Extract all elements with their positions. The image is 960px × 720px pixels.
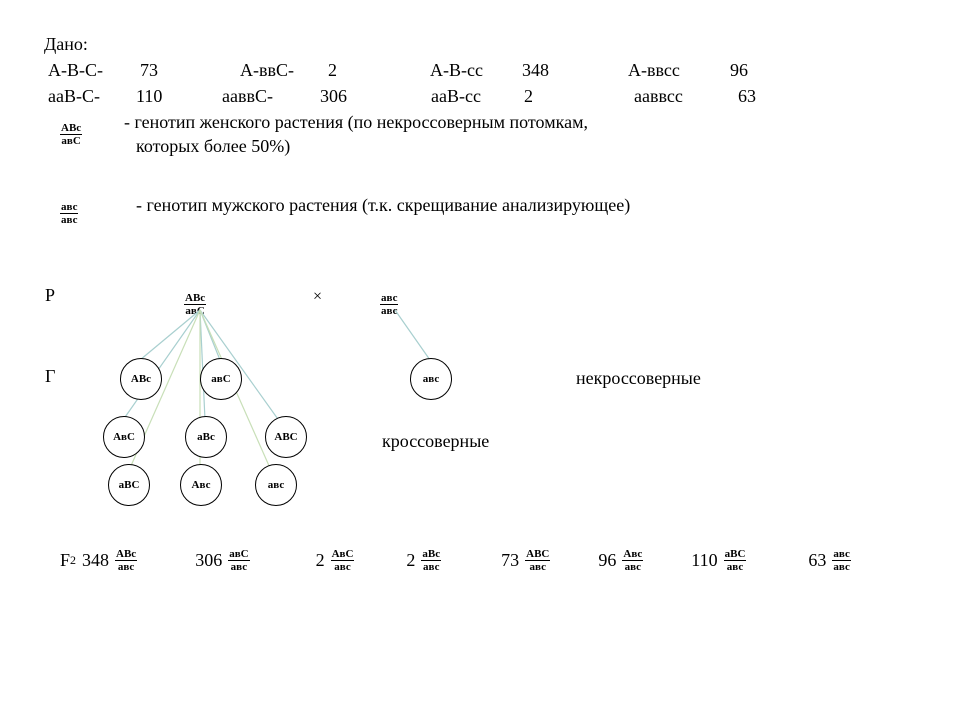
phen-r2c2-v: 306	[320, 86, 347, 107]
f2-frac-top: авс	[832, 548, 850, 561]
f2-frac-bot: авс	[624, 561, 642, 573]
f2-count: 306	[195, 550, 222, 571]
female-text2: которых более 50%)	[136, 136, 290, 157]
f2-label: F	[60, 550, 70, 571]
cross-symbol: ×	[313, 288, 322, 306]
f2-count: 2	[316, 550, 325, 571]
male-genotype-frac: авс авс	[60, 194, 78, 226]
pm-bot: авс	[380, 305, 398, 317]
f2-item: 63 авсавс	[808, 548, 850, 573]
female-top: АВс	[60, 122, 82, 135]
phen-r2c1-v: 110	[136, 86, 162, 107]
f2-count: 110	[691, 550, 717, 571]
f2-frac-top: Авс	[622, 548, 643, 561]
f2-count: 96	[598, 550, 616, 571]
parent-male-frac: авс авс	[380, 285, 398, 317]
f2-genotype-frac: аВсавс	[421, 548, 441, 573]
f2-frac-top: авС	[228, 548, 249, 561]
f2-count: 2	[406, 550, 415, 571]
f2-genotype-frac: аВСавс	[724, 548, 747, 573]
phen-r1c3-l: А-В-сс	[430, 60, 483, 81]
phen-r1c1-l: А-В-С-	[48, 60, 103, 81]
phen-r1c4-l: А-ввсс	[628, 60, 680, 81]
f2-frac-top: аВС	[724, 548, 747, 561]
f2-frac-top: АвС	[331, 548, 355, 561]
male-bot: авс	[60, 214, 78, 226]
f2-genotype-frac: авсавс	[832, 548, 850, 573]
f2-item: 110 аВСавс	[691, 548, 746, 573]
phen-r1c3-v: 348	[522, 60, 549, 81]
f2-sub: 2	[70, 553, 76, 568]
gamete-circle: АВС	[265, 416, 307, 458]
gamete-circle: аВС	[108, 464, 150, 506]
f2-count: 348	[82, 550, 109, 571]
male-text: - генотип мужского растения (т.к. скрещи…	[136, 195, 630, 216]
parent-female-frac: АВс авС	[184, 285, 206, 317]
phen-r1c2-l: А-ввС-	[240, 60, 294, 81]
f2-frac-top: АВС	[525, 548, 550, 561]
f2-frac-bot: авс	[529, 561, 547, 573]
noncross-label: некроссоверные	[576, 368, 701, 389]
f2-genotype-frac: АвСавс	[331, 548, 355, 573]
phen-r2c1-l: ааВ-С-	[48, 86, 100, 107]
f2-frac-bot: авс	[422, 561, 440, 573]
f2-genotype-frac: АВсавс	[115, 548, 137, 573]
male-top: авс	[60, 201, 78, 214]
gamete-circle: авс	[255, 464, 297, 506]
pm-top: авс	[380, 292, 398, 305]
f2-frac-top: аВс	[421, 548, 441, 561]
f2-row: F2 348АВсавс306авСавс2АвСавс2аВсавс73АВС…	[60, 548, 940, 573]
female-bot: авС	[60, 135, 81, 147]
parents-label: Р	[45, 285, 55, 306]
f2-item: 73 АВСавс	[501, 548, 550, 573]
phen-r2c3-v: 2	[524, 86, 533, 107]
f2-frac-bot: авс	[117, 561, 135, 573]
gamete-circle: АВс	[120, 358, 162, 400]
female-genotype-frac: АВс авС	[60, 115, 82, 147]
f2-item: 2 АвСавс	[316, 548, 355, 573]
gamete-circle: аВс	[185, 416, 227, 458]
gametes-label: Г	[45, 366, 55, 387]
phen-r2c3-l: ааВ-сс	[431, 86, 481, 107]
gamete-circle: Авс	[180, 464, 222, 506]
gamete-circle: авС	[200, 358, 242, 400]
gamete-circle: авс	[410, 358, 452, 400]
phen-r2c4-l: ааввсс	[634, 86, 683, 107]
pf-top: АВс	[184, 292, 206, 305]
phen-r2c2-l: ааввС-	[222, 86, 273, 107]
f2-frac-bot: авс	[333, 561, 351, 573]
dano-label: Дано:	[44, 34, 88, 55]
phen-r2c4-v: 63	[738, 86, 756, 107]
f2-frac-bot: авс	[832, 561, 850, 573]
female-text1: - генотип женского растения (по некроссо…	[124, 112, 588, 133]
gamete-circle: АвС	[103, 416, 145, 458]
phen-r1c4-v: 96	[730, 60, 748, 81]
f2-frac-bot: авс	[230, 561, 248, 573]
cross-label: кроссоверные	[382, 431, 489, 452]
f2-genotype-frac: АВСавс	[525, 548, 550, 573]
f2-item: 348 АВсавс	[82, 548, 137, 573]
f2-genotype-frac: Авсавс	[622, 548, 643, 573]
f2-item: 2 аВсавс	[406, 548, 441, 573]
f2-item: 96 Авсавс	[598, 548, 643, 573]
f2-item: 306 авСавс	[195, 548, 249, 573]
f2-count: 73	[501, 550, 519, 571]
f2-genotype-frac: авСавс	[228, 548, 249, 573]
f2-count: 63	[808, 550, 826, 571]
phen-r1c2-v: 2	[328, 60, 337, 81]
phen-r1c1-v: 73	[140, 60, 158, 81]
pf-bot: авС	[184, 305, 205, 317]
f2-frac-top: АВс	[115, 548, 137, 561]
f2-frac-bot: авс	[726, 561, 744, 573]
